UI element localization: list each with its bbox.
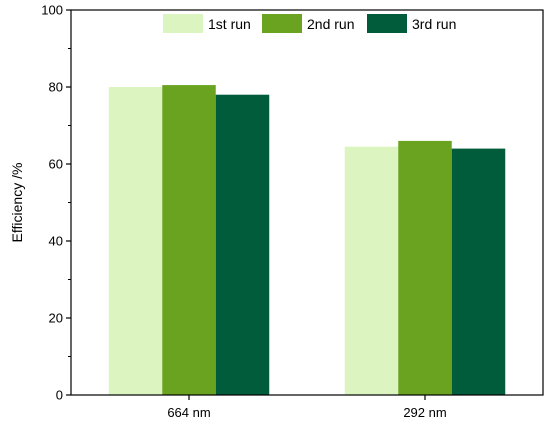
- y-tick-label: 60: [49, 157, 63, 172]
- legend: 1st run 2nd run 3rd run: [163, 14, 456, 33]
- legend-label-1: 1st run: [208, 16, 251, 32]
- y-tick-label: 20: [49, 311, 63, 326]
- bar-2-2: [398, 140, 452, 395]
- legend-swatch-2: [262, 14, 302, 33]
- axes-group: 0 20 40 60 80 100 664 nm 292 nm: [41, 3, 544, 420]
- y-axis-label: Efficiency /%: [9, 163, 25, 243]
- x-tick-label: 664 nm: [167, 405, 210, 420]
- bars-group: [108, 85, 506, 395]
- bar-3-2: [451, 148, 506, 395]
- legend-label-3: 3rd run: [412, 16, 456, 32]
- y-tick-label: 100: [41, 3, 63, 18]
- bar-2-1: [162, 85, 216, 395]
- bar-1-1: [108, 87, 163, 395]
- y-tick-label: 40: [49, 234, 63, 249]
- bar-3-1: [215, 94, 270, 395]
- legend-swatch-3: [367, 14, 407, 33]
- y-tick-label: 0: [56, 388, 63, 403]
- y-tick-label: 80: [49, 80, 63, 95]
- legend-swatch-1: [163, 14, 203, 33]
- bar-1-2: [344, 146, 399, 395]
- x-tick-label: 292 nm: [403, 405, 446, 420]
- legend-label-2: 2nd run: [307, 16, 354, 32]
